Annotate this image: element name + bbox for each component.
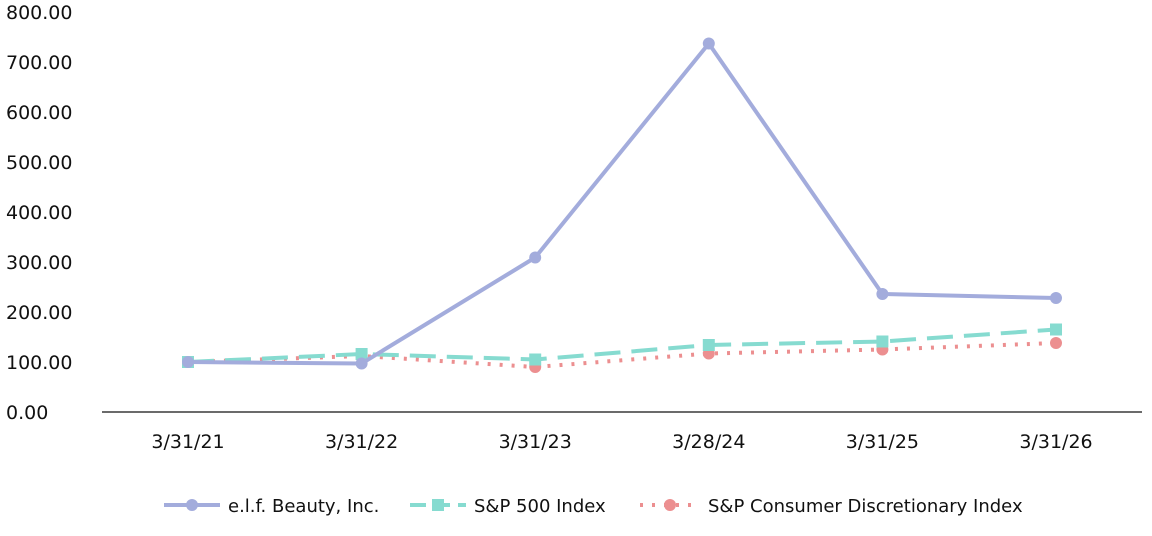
series-line	[187, 41, 1057, 366]
x-tick-label: 3/31/22	[325, 431, 398, 453]
x-tick-label: 3/31/26	[1019, 431, 1092, 453]
x-tick-label: 3/31/21	[151, 431, 224, 453]
data-point	[355, 357, 368, 370]
y-tick-label: 500.00	[6, 152, 72, 174]
legend-swatch-marker	[432, 499, 444, 511]
data-point	[876, 288, 889, 300]
y-tick-label: 800.00	[6, 2, 72, 24]
data-point	[702, 339, 715, 351]
data-point	[1050, 292, 1062, 304]
y-tick-label: 0.00	[6, 402, 48, 424]
x-tick-label: 3/31/25	[846, 431, 919, 453]
legend-item-e-l-f-beauty-inc: e.l.f. Beauty, Inc.	[164, 496, 379, 517]
data-point	[529, 353, 542, 366]
data-point	[529, 251, 542, 264]
data-point	[182, 356, 194, 368]
series-e-l-f-beauty-inc	[182, 37, 1062, 370]
y-tick-label: 600.00	[6, 102, 72, 124]
legend-swatch-marker	[186, 499, 198, 511]
y-tick-label: 300.00	[6, 252, 72, 274]
y-tick-label: 200.00	[6, 302, 72, 324]
data-point	[355, 348, 368, 360]
data-point	[1050, 337, 1062, 349]
x-tick-label: 3/28/24	[672, 431, 745, 453]
data-point	[702, 37, 715, 50]
x-tick-label: 3/31/23	[499, 431, 572, 453]
data-point	[876, 335, 889, 348]
y-tick-label: 400.00	[6, 202, 72, 224]
legend-label: e.l.f. Beauty, Inc.	[228, 496, 379, 517]
y-tick-label: 700.00	[6, 52, 72, 74]
legend-item-s-p-500-index: S&P 500 Index	[410, 496, 606, 517]
series-line	[187, 341, 1057, 369]
data-point	[1050, 323, 1062, 336]
legend-swatch-marker	[664, 499, 676, 511]
legend-item-s-p-consumer-discretionary-index: S&P Consumer Discretionary Index	[640, 496, 1023, 517]
y-tick-label: 100.00	[6, 352, 72, 374]
series-line	[187, 327, 1057, 364]
legend-label: S&P 500 Index	[474, 496, 606, 517]
x-axis-tick-labels: 3/31/21 3/31/22 3/31/23 3/28/24 3/31/25 3/31/…	[151, 431, 1092, 453]
legend-label: S&P Consumer Discretionary Index	[708, 496, 1023, 517]
y-axis-tick-labels: 0.00 100.00 200.00 300.00 400.00 500.00 600.00…	[6, 2, 72, 424]
legend: e.l.f. Beauty, Inc. S&P 500 Index S&P Cons…	[164, 496, 1023, 517]
series-group	[182, 37, 1062, 373]
